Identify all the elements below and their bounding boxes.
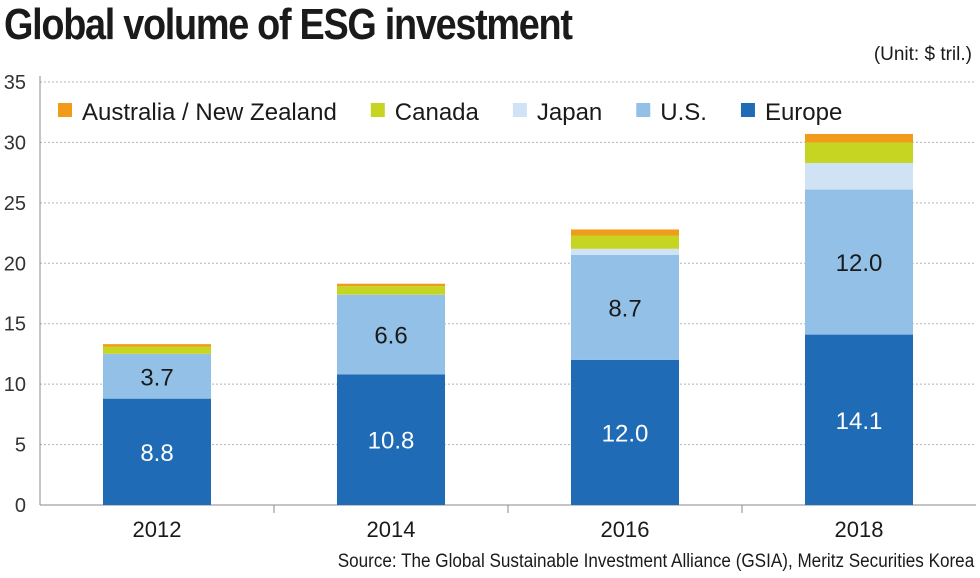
bar-australia-new-zealand-2012 (103, 344, 211, 347)
legend-label-australia-new-zealand: Australia / New Zealand (82, 99, 337, 126)
y-tick-label: 30 (4, 132, 26, 154)
data-label-u-s-2014: 6.6 (374, 323, 407, 350)
legend-label-europe: Europe (765, 99, 842, 126)
legend-label-japan: Japan (537, 99, 602, 126)
y-tick-label: 10 (4, 374, 26, 396)
x-tick-label: 2012 (133, 517, 182, 542)
legend-swatch-u-s (636, 103, 651, 117)
bar-australia-new-zealand-2014 (337, 283, 445, 287)
y-tick-label: 35 (4, 72, 26, 94)
bar-canada-2018 (805, 142, 913, 163)
bar-canada-2012 (103, 346, 211, 354)
y-tick-label: 0 (15, 495, 26, 517)
unit-label: (Unit: $ tril.) (873, 44, 972, 65)
bar-canada-2014 (337, 286, 445, 295)
legend-swatch-canada (370, 103, 385, 117)
bar-u-s-2014 (337, 294, 445, 375)
data-label-europe-2016: 12.0 (602, 420, 649, 447)
data-label-europe-2018: 14.1 (836, 408, 883, 435)
bar-australia-new-zealand-2016 (571, 229, 679, 236)
bar-u-s-2016 (571, 254, 679, 360)
x-tick-label: 2016 (601, 517, 650, 542)
bar-u-s-2018 (805, 189, 913, 335)
chart-title: Global volume of ESG investment (4, 0, 573, 49)
data-label-europe-2014: 10.8 (368, 428, 415, 455)
data-label-u-s-2012: 3.7 (140, 364, 173, 391)
data-label-u-s-2018: 12.0 (836, 250, 883, 277)
bar-europe-2018 (805, 334, 913, 505)
bar-europe-2012 (103, 398, 211, 505)
bar-japan-2018 (805, 162, 913, 190)
x-tick-label: 2014 (367, 517, 416, 542)
bar-canada-2016 (571, 235, 679, 249)
legend-swatch-europe (740, 103, 755, 117)
legend-label-u-s: U.S. (660, 99, 707, 126)
y-tick-label: 20 (4, 253, 26, 275)
data-label-u-s-2016: 8.7 (608, 295, 641, 322)
x-tick-label: 2018 (835, 517, 884, 542)
y-tick-label: 15 (4, 314, 26, 336)
data-label-europe-2012: 8.8 (140, 440, 173, 467)
bar-europe-2016 (571, 359, 679, 505)
bar-australia-new-zealand-2018 (805, 133, 913, 143)
bar-europe-2014 (337, 374, 445, 505)
legend-label-canada: Canada (395, 99, 480, 126)
source-note: Source: The Global Sustainable Investmen… (337, 551, 974, 572)
bar-u-s-2012 (103, 353, 211, 399)
y-tick-label: 25 (4, 193, 26, 215)
y-tick-label: 5 (15, 435, 26, 457)
legend-swatch-japan (512, 103, 527, 117)
bar-japan-2016 (571, 248, 679, 255)
legend-swatch-australia-new-zealand (58, 103, 72, 117)
